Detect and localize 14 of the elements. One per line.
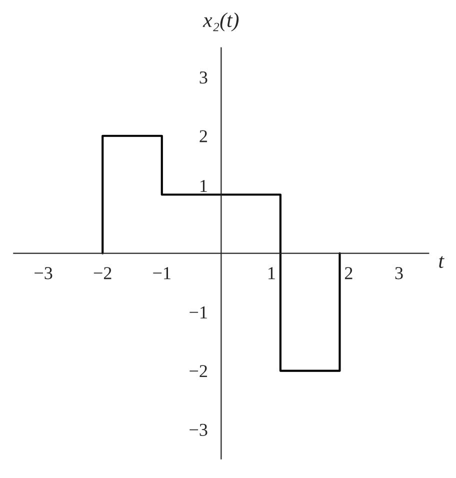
y-tick-label: 2 (200, 130, 207, 142)
y-tick-label: −2 (190, 365, 207, 378)
y-axis-title: x₂(t) (202, 12, 239, 32)
x-tick-label: 2 (345, 267, 352, 280)
y-tick-label: 1 (200, 180, 207, 192)
x-tick-label: −3 (34, 267, 52, 280)
y-tick-label: −3 (190, 424, 208, 436)
y-tick-label: 3 (200, 71, 208, 84)
x-tick-label: 3 (395, 267, 403, 280)
y-tick-label: −1 (190, 306, 207, 318)
x-axis-title: t (439, 256, 444, 268)
x-tick-label: −1 (153, 267, 170, 280)
x-tick-label: −2 (94, 267, 112, 280)
x-tick-label: 1 (268, 267, 275, 280)
